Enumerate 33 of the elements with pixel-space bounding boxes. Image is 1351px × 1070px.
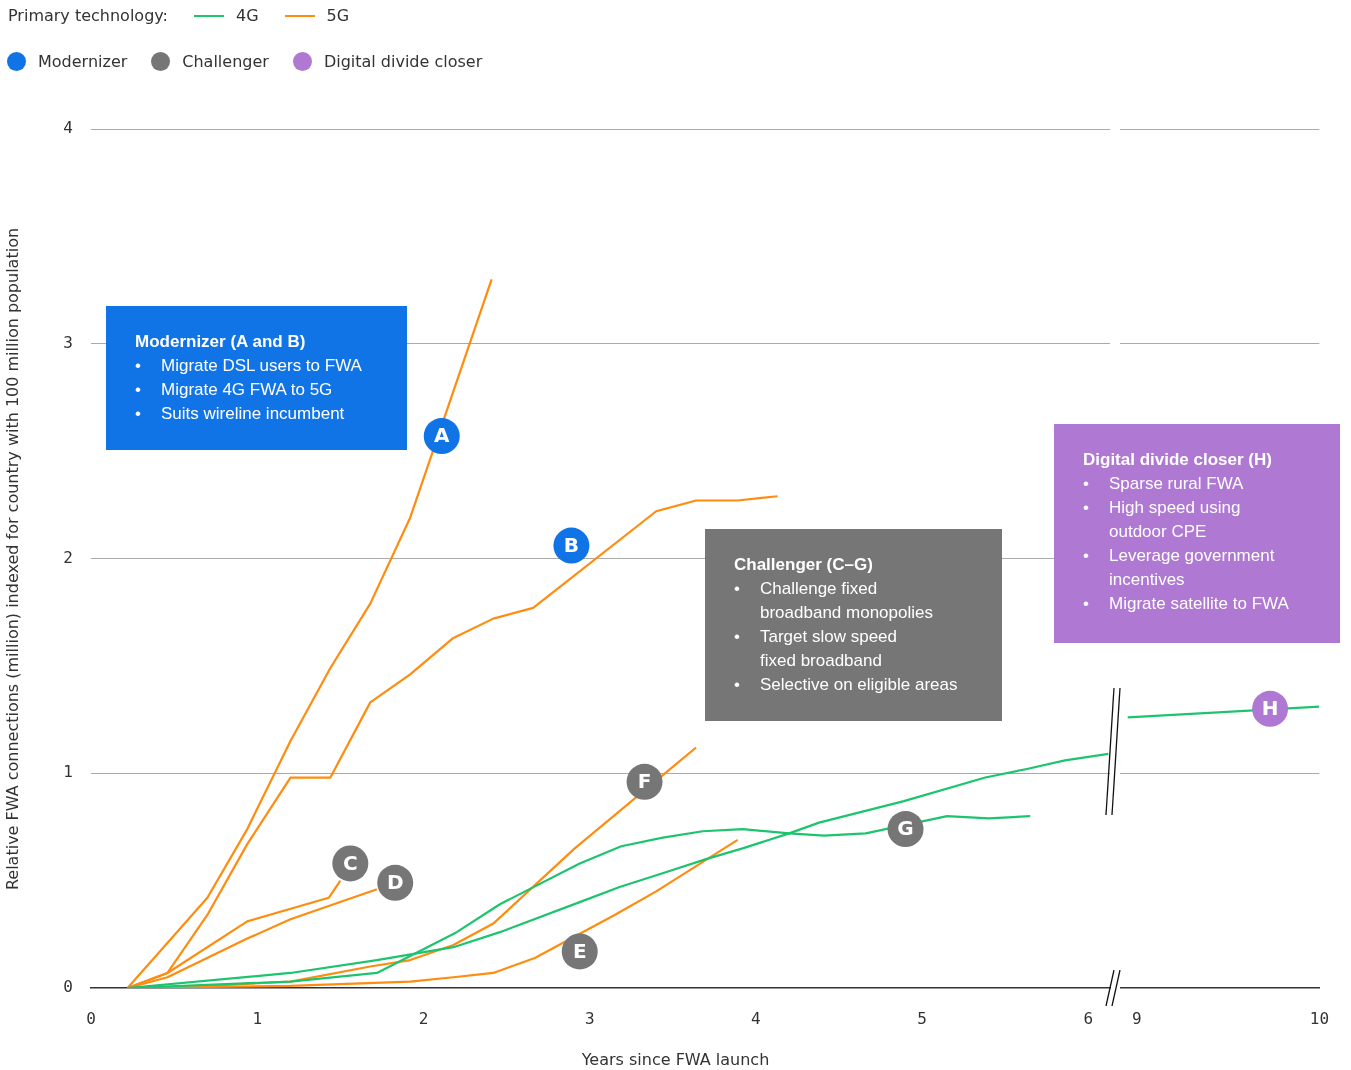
y-tick-label: 1 (63, 762, 73, 782)
y-tick-label: 0 (63, 977, 73, 997)
annotation: D (386, 869, 404, 894)
x-tick-label: 3 (584, 1008, 595, 1028)
annotation: A (434, 423, 451, 448)
y-tick-label: 2 (63, 547, 73, 567)
annotation: F (637, 769, 652, 794)
y-tick-label: 4 (63, 118, 73, 138)
legend-label: 4G (235, 6, 259, 25)
text-box: Modernizer (A and B) • Migrate DSL users to FWA • Migrate 4G FWA to 5G • Suits wireline incumbent (106, 306, 407, 450)
x-tick-label: 4 (751, 1008, 761, 1028)
text: Digital divide closer (323, 52, 483, 71)
x-tick-label: 6 (1083, 1008, 1094, 1028)
legend-title: Primary technology: (8, 6, 168, 25)
text-box: Digital divide closer (H) • Sparse rural FWA • High speed using outdoor CPE • Leverage government incentives • Migrate satellite to FWA (1054, 424, 1340, 643)
x-tick-label: 5 (917, 1008, 927, 1028)
y-tick-label: 3 (63, 332, 73, 352)
x-axis-title: Years since FWA launch (580, 1050, 771, 1069)
x-tick-label: 0 (86, 1008, 96, 1028)
x-tick-label: 1 (252, 1008, 263, 1028)
annotation: E (572, 938, 587, 963)
x-tick-label: 2 (418, 1008, 429, 1028)
x-tick-label: 9 (1132, 1008, 1142, 1028)
annotation: H (1261, 696, 1279, 721)
text: Modernizer (38, 52, 128, 71)
legend-label: 5G (326, 6, 350, 25)
x-tick-label: 10 (1309, 1008, 1329, 1028)
annotation: C (342, 850, 358, 875)
text-box: Challenger (C–G) • Challenge fixed broadband monopolies • Target slow speed fixed broadband • Selective on eligible areas (705, 529, 1002, 721)
text: Challenger (182, 52, 269, 71)
annotation: B (563, 532, 580, 557)
y-axis-title: Relative FWA connections (million) indexed for country with 100 million population (3, 226, 23, 893)
annotation: G (897, 816, 914, 841)
